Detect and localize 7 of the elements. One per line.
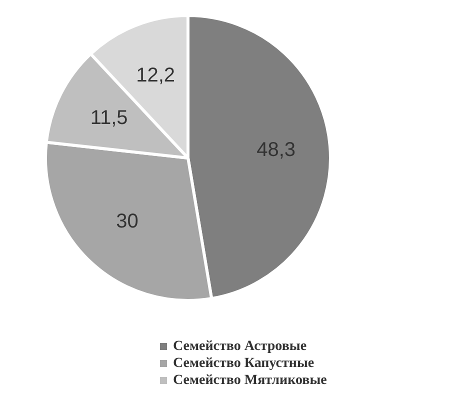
legend-label: Семейство Капустные <box>173 355 314 372</box>
legend-label: Семейство Мятликовые <box>173 372 327 389</box>
data-label: 48,3 <box>256 139 296 162</box>
data-label: 30 <box>116 210 138 233</box>
legend-label: Семейство Астровые <box>173 338 307 355</box>
data-label: 12,2 <box>136 64 176 86</box>
data-label: 11,5 <box>90 106 128 129</box>
